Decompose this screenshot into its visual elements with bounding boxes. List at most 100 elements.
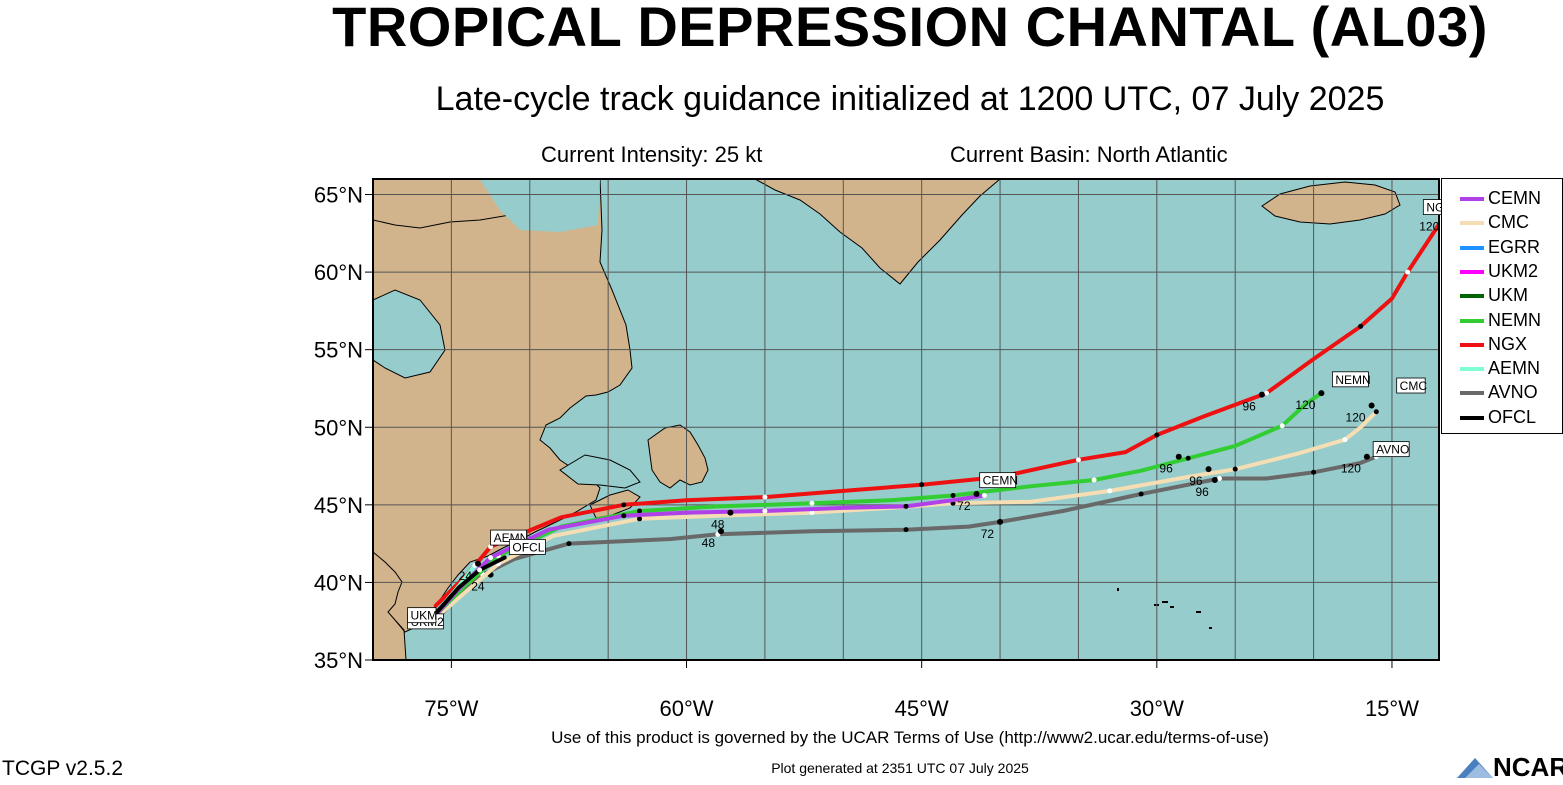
legend-swatch [1460, 269, 1484, 274]
terms-of-use: Use of this product is governed by the U… [551, 728, 1269, 747]
track-point [1091, 477, 1097, 483]
land-layer [373, 179, 1439, 660]
track-point [1075, 457, 1081, 463]
track-point [566, 541, 572, 547]
track-point [477, 567, 483, 573]
legend-swatch [1460, 318, 1484, 323]
plot-generated-time: Plot generated at 2351 UTC 07 July 2025 [771, 760, 1029, 776]
map-frame [372, 178, 1440, 661]
legend-label: AEMN [1488, 358, 1541, 379]
chart-subtitle: Late-cycle track guidance initialized at… [435, 80, 1385, 118]
model-label-box [1396, 377, 1426, 394]
forecast-hour-point [973, 490, 980, 497]
track-point [950, 493, 956, 499]
forecast-hour-label: 120 [1419, 220, 1439, 234]
ncar-logo-icon [1457, 758, 1493, 778]
model-label-box [407, 607, 437, 624]
current-intensity: Current Intensity: 25 kt [541, 142, 763, 167]
legend-label: UKM2 [1488, 260, 1539, 281]
legend-swatch [1460, 367, 1484, 372]
forecast-hour-point [727, 509, 734, 516]
legend-swatch [1460, 415, 1484, 420]
legend-swatch [1460, 294, 1484, 299]
track-point [762, 508, 768, 514]
forecast-hour-label: 48 [702, 536, 716, 550]
track-point [637, 508, 642, 514]
legend-swatch [1460, 245, 1484, 250]
forecast-hour-point [1318, 390, 1325, 397]
forecast-hour-label: 120 [1295, 398, 1315, 412]
legend-label: OFCL [1488, 406, 1537, 427]
lon-tick-label: 15°W [1365, 696, 1419, 721]
track-labels: 24487296120AVNO96120CMC96120NEMN96120NGX… [407, 199, 1452, 630]
chart-title: TROPICAL DEPRESSION CHANTAL (AL03) [332, 0, 1488, 58]
forecast-hour-point [1205, 466, 1212, 473]
version-label: TCGP v2.5.2 [2, 757, 123, 780]
track-point [919, 482, 925, 488]
forecast-hour-point [1175, 453, 1182, 460]
track-point [1232, 466, 1238, 472]
track-point [809, 510, 815, 516]
forecast-hour-label: 24 [471, 580, 485, 594]
forecast-hour-label: 96 [1159, 462, 1173, 476]
north-america-land [373, 179, 633, 660]
lat-tick-label: 40°N [314, 570, 363, 595]
forecast-hour-point [718, 528, 725, 535]
legend-label: EGRR [1488, 236, 1541, 257]
baffin-bay-water [480, 180, 600, 232]
track-point [903, 527, 909, 533]
forecast-hour-label: 48 [711, 518, 725, 532]
model-label-box [1372, 441, 1410, 458]
axis-labels: 75°W 60°W 45°W 30°W 15°W 35°N 40°N 45°N 50°N 55°N… [314, 183, 1419, 721]
track-point [1264, 390, 1270, 396]
model-label-box [1332, 371, 1369, 388]
forecast-hour-point [997, 518, 1004, 525]
track-point [1405, 269, 1411, 275]
logo-text: NCAR [1493, 752, 1563, 782]
lat-tick-label: 50°N [314, 415, 363, 440]
forecast-hour-label: 120 [1341, 462, 1361, 476]
iceland-land [1261, 181, 1401, 225]
track-point [1138, 491, 1144, 497]
forecast-hour-label: 24 [459, 569, 473, 583]
legend-swatch [1460, 342, 1484, 347]
model-label-cmc: CMC [1400, 379, 1428, 393]
model-label-avno: AVNO [1376, 443, 1409, 457]
ncar-logo: NCAR [1455, 748, 1563, 782]
lon-tick-label: 60°W [660, 696, 714, 721]
legend-label: NGX [1488, 333, 1528, 354]
legend-label: CMC [1488, 212, 1529, 233]
lon-tick-label: 45°W [895, 696, 949, 721]
track-point [1373, 409, 1379, 415]
track-point [981, 493, 987, 499]
track-point [637, 516, 642, 522]
lon-tick-label: 75°W [424, 696, 478, 721]
track-point [809, 500, 815, 506]
forecast-hour-label: 72 [981, 527, 995, 541]
track-point [1279, 423, 1285, 429]
model-label-nemn: NEMN [1335, 373, 1370, 387]
track-point [1342, 437, 1348, 443]
legend-swatch [1460, 197, 1484, 201]
track-point [1217, 475, 1223, 481]
lat-tick-label: 65°N [314, 183, 363, 208]
track-point [1185, 455, 1191, 461]
track-point [621, 513, 627, 519]
lat-tick-label: 60°N [314, 260, 363, 285]
track-point [1358, 323, 1364, 329]
track-point [488, 555, 494, 561]
forecast-hour-label: 72 [957, 499, 971, 513]
track-point [488, 544, 494, 550]
legend-label: NEMN [1488, 309, 1541, 330]
model-label-cemn: CEMN [983, 474, 1018, 488]
gulf-stlawrence-water [559, 454, 641, 489]
track-point [621, 502, 627, 508]
lat-tick-label: 55°N [314, 338, 363, 363]
model-label-ukm: UKM [410, 609, 437, 623]
legend-label: CEMN [1488, 188, 1541, 208]
forecast-hour-point [475, 560, 482, 567]
current-basin: Current Basin: North Atlantic [950, 142, 1228, 167]
forecast-hour-label: 96 [1242, 400, 1256, 414]
legend-label: AVNO [1488, 382, 1538, 403]
